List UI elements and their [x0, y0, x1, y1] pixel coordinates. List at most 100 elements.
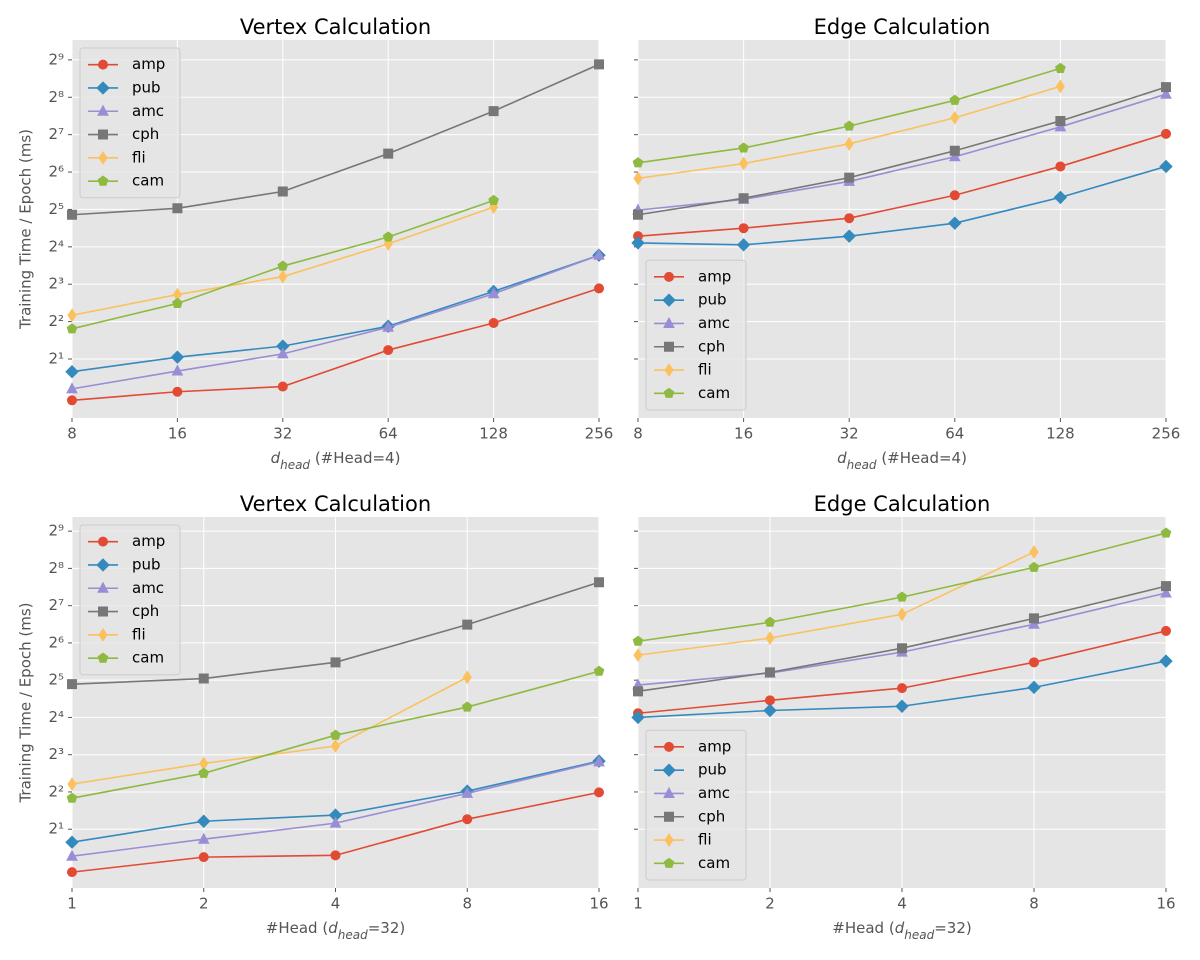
- legend-marker: [664, 741, 674, 752]
- marker: [843, 120, 855, 131]
- marker: [948, 150, 961, 162]
- x-axis-label-part: d: [271, 449, 281, 467]
- marker: [172, 386, 183, 397]
- marker: [594, 59, 604, 70]
- y-tick-label: 2³: [48, 745, 64, 763]
- legend-marker: [663, 857, 675, 868]
- series-line: [71, 254, 600, 390]
- y-tick-label: 2⁸: [48, 88, 64, 106]
- legend-label: amc: [132, 579, 164, 597]
- marker: [738, 142, 749, 153]
- marker: [1028, 561, 1040, 572]
- x-axis-label-part: head: [338, 928, 368, 942]
- legend-label: pub: [132, 555, 161, 573]
- y-tick-label: 2¹: [48, 350, 64, 368]
- x-tick-label: 16: [734, 425, 753, 443]
- marker: [844, 213, 855, 224]
- marker: [844, 172, 855, 183]
- marker: [1159, 159, 1173, 174]
- marker: [1055, 161, 1066, 172]
- marker: [896, 591, 908, 602]
- marker: [633, 686, 643, 697]
- y-tick-label: 2¹: [48, 820, 64, 838]
- marker: [462, 814, 473, 825]
- chart: Vertex Calculation 8 16 32 64 128 256 2¹ 2² 2³ 2⁴ 2…: [17, 15, 614, 472]
- x-tick-label: 16: [1156, 895, 1175, 913]
- legend-label: fli: [132, 625, 146, 643]
- legend-marker: [98, 129, 108, 140]
- marker: [897, 607, 907, 622]
- legend-label: fli: [132, 148, 146, 166]
- legend-marker: [664, 271, 674, 282]
- legend-label: fli: [698, 361, 712, 379]
- marker: [277, 186, 288, 197]
- x-tick-label: 2: [765, 895, 775, 913]
- marker: [461, 701, 473, 712]
- marker: [66, 792, 78, 803]
- marker: [633, 648, 643, 663]
- legend-marker: [664, 363, 674, 377]
- marker: [1054, 120, 1067, 132]
- marker: [594, 283, 604, 294]
- y-tick-label: 2⁶: [48, 633, 64, 651]
- x-axis-label: dhead (#Head=4): [837, 449, 967, 472]
- legend-marker: [97, 175, 109, 186]
- marker: [1159, 654, 1173, 668]
- marker: [198, 767, 210, 778]
- marker: [1053, 190, 1068, 205]
- x-tick-label: 16: [168, 425, 187, 443]
- marker: [172, 297, 183, 309]
- marker: [765, 631, 775, 645]
- marker: [1161, 625, 1171, 636]
- marker: [594, 787, 604, 798]
- marker: [67, 308, 77, 323]
- marker: [330, 729, 341, 740]
- marker: [1160, 586, 1172, 598]
- marker: [66, 382, 78, 394]
- x-tick-label: 32: [840, 425, 859, 443]
- marker: [66, 323, 78, 334]
- chart: Vertex Calculation 1 2 4 8 16 2¹ 2² 2³ 2⁴ 2⁵ 2⁶ 2⁷ 2⁸…: [17, 492, 609, 942]
- marker: [950, 110, 960, 125]
- legend-label: cam: [698, 384, 730, 402]
- marker: [949, 94, 961, 105]
- marker: [593, 755, 605, 767]
- legend-label: amp: [698, 267, 731, 285]
- y-tick-label: 2⁸: [48, 559, 64, 577]
- marker: [170, 350, 185, 364]
- series-line: [637, 133, 1167, 237]
- marker: [197, 814, 211, 828]
- marker: [487, 287, 500, 299]
- series-line: [637, 551, 1035, 656]
- legend-marker: [663, 387, 675, 398]
- x-axis-label-part: (#Head=4): [310, 449, 400, 467]
- x-axis-label-part: (#Head=4): [877, 449, 967, 467]
- chart-title: Edge Calculation: [814, 492, 991, 516]
- x-tick-label: 256: [1152, 425, 1181, 443]
- marker: [1160, 527, 1172, 538]
- x-axis-label-part: #Head (: [266, 919, 328, 937]
- legend-marker: [664, 833, 674, 847]
- x-axis-label-part: =32): [934, 919, 972, 937]
- chart-title: Edge Calculation: [814, 15, 991, 39]
- legend-marker: [662, 293, 676, 307]
- y-tick-label: 2⁷: [48, 596, 64, 614]
- marker: [844, 136, 854, 151]
- marker: [736, 238, 751, 252]
- legend-label: cam: [132, 649, 164, 667]
- x-tick-label: 1: [633, 895, 643, 913]
- marker: [278, 269, 288, 284]
- marker: [198, 852, 209, 863]
- x-axis-label-part: head: [847, 458, 877, 472]
- x-tick-label: 64: [945, 425, 964, 443]
- legend: amp pub amc cph fli cam: [645, 259, 747, 411]
- marker: [329, 816, 342, 828]
- y-tick-label: 2²: [48, 782, 64, 800]
- series-line: [637, 86, 1167, 216]
- legend-label: cph: [698, 807, 725, 825]
- marker: [383, 148, 394, 159]
- marker: [1160, 87, 1172, 99]
- marker: [738, 193, 749, 204]
- marker: [67, 679, 77, 690]
- marker: [172, 203, 183, 214]
